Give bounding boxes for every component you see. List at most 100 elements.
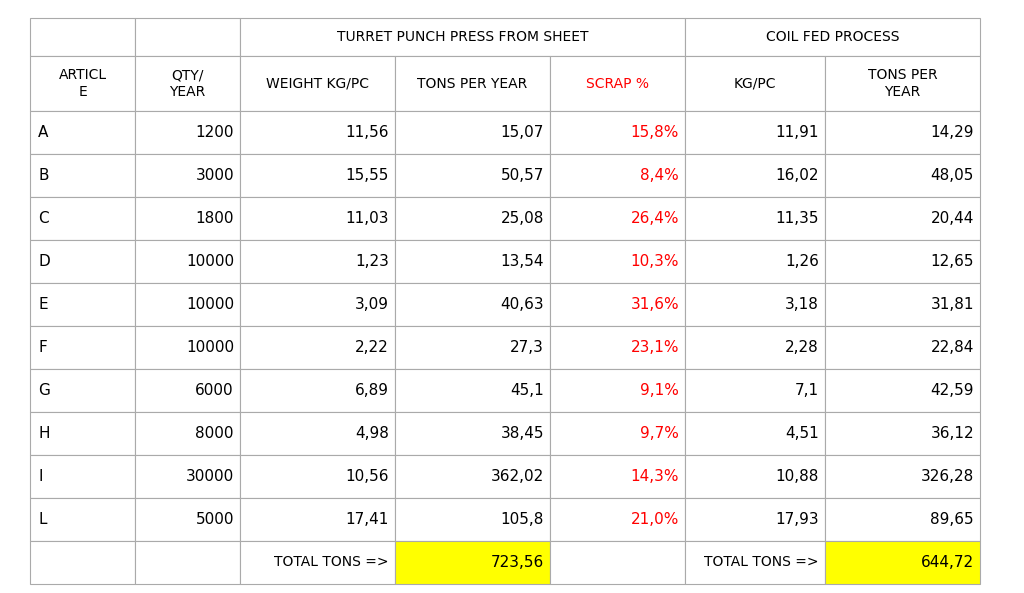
Text: F: F — [38, 340, 47, 355]
Text: 13,54: 13,54 — [501, 254, 544, 269]
Bar — [395, 455, 550, 498]
Bar — [135, 326, 240, 369]
Text: 3,18: 3,18 — [785, 297, 819, 312]
Bar — [30, 18, 135, 56]
Text: G: G — [38, 383, 50, 398]
Bar — [240, 326, 395, 369]
Bar — [685, 498, 825, 541]
Bar — [135, 412, 240, 455]
Text: 10000: 10000 — [186, 340, 234, 355]
Text: 1800: 1800 — [196, 211, 234, 226]
Bar — [240, 18, 685, 56]
Text: COIL FED PROCESS: COIL FED PROCESS — [766, 30, 899, 44]
Bar — [240, 197, 395, 240]
Bar — [395, 541, 550, 584]
Bar — [685, 197, 825, 240]
Text: 10,88: 10,88 — [775, 469, 819, 484]
Text: 9,7%: 9,7% — [640, 426, 679, 441]
Bar — [825, 369, 980, 412]
Text: 26,4%: 26,4% — [631, 211, 679, 226]
Bar — [30, 240, 135, 283]
Text: 27,3: 27,3 — [510, 340, 544, 355]
Bar — [240, 56, 395, 111]
Text: 16,02: 16,02 — [775, 168, 819, 183]
Bar — [135, 240, 240, 283]
Bar — [825, 56, 980, 111]
Bar — [135, 283, 240, 326]
Bar — [685, 154, 825, 197]
Bar — [825, 412, 980, 455]
Bar — [240, 240, 395, 283]
Text: 3,09: 3,09 — [355, 297, 389, 312]
Bar — [825, 498, 980, 541]
Text: E: E — [38, 297, 48, 312]
Bar — [240, 369, 395, 412]
Text: 15,8%: 15,8% — [631, 125, 679, 140]
Text: 21,0%: 21,0% — [631, 512, 679, 527]
Text: D: D — [38, 254, 50, 269]
Text: 7,1: 7,1 — [795, 383, 819, 398]
Bar — [135, 111, 240, 154]
Text: H: H — [38, 426, 49, 441]
Bar — [395, 240, 550, 283]
Text: 1200: 1200 — [196, 125, 234, 140]
Bar — [550, 111, 685, 154]
Bar — [395, 197, 550, 240]
Bar — [135, 18, 240, 56]
Text: 22,84: 22,84 — [931, 340, 974, 355]
Text: 362,02: 362,02 — [490, 469, 544, 484]
Text: 15,07: 15,07 — [501, 125, 544, 140]
Bar — [135, 197, 240, 240]
Bar — [550, 326, 685, 369]
Text: 2,28: 2,28 — [785, 340, 819, 355]
Bar — [550, 412, 685, 455]
Bar — [825, 455, 980, 498]
Text: 11,56: 11,56 — [345, 125, 389, 140]
Text: 8,4%: 8,4% — [640, 168, 679, 183]
Text: 40,63: 40,63 — [501, 297, 544, 312]
Bar — [550, 498, 685, 541]
Text: 3000: 3000 — [196, 168, 234, 183]
Bar — [240, 111, 395, 154]
Text: 89,65: 89,65 — [931, 512, 974, 527]
Bar — [395, 283, 550, 326]
Text: 45,1: 45,1 — [510, 383, 544, 398]
Bar — [550, 369, 685, 412]
Bar — [240, 541, 395, 584]
Text: 105,8: 105,8 — [501, 512, 544, 527]
Bar — [550, 455, 685, 498]
Text: 1,26: 1,26 — [785, 254, 819, 269]
Text: 1,23: 1,23 — [355, 254, 389, 269]
Text: 9,1%: 9,1% — [640, 383, 679, 398]
Text: 4,98: 4,98 — [355, 426, 389, 441]
Bar — [550, 197, 685, 240]
Bar — [395, 498, 550, 541]
Text: QTY/
YEAR: QTY/ YEAR — [169, 68, 206, 98]
Bar — [395, 412, 550, 455]
Bar — [685, 111, 825, 154]
Bar — [30, 111, 135, 154]
Bar — [135, 56, 240, 111]
Text: 6,89: 6,89 — [355, 383, 389, 398]
Text: 20,44: 20,44 — [931, 211, 974, 226]
Text: B: B — [38, 168, 48, 183]
Bar — [135, 498, 240, 541]
Text: 11,03: 11,03 — [345, 211, 389, 226]
Text: 42,59: 42,59 — [931, 383, 974, 398]
Text: TONS PER
YEAR: TONS PER YEAR — [867, 68, 937, 98]
Text: TURRET PUNCH PRESS FROM SHEET: TURRET PUNCH PRESS FROM SHEET — [337, 30, 588, 44]
Bar — [685, 412, 825, 455]
Text: 17,93: 17,93 — [775, 512, 819, 527]
Bar — [825, 541, 980, 584]
Text: 11,91: 11,91 — [775, 125, 819, 140]
Bar — [30, 455, 135, 498]
Bar — [135, 455, 240, 498]
Text: 10,56: 10,56 — [345, 469, 389, 484]
Text: KG/PC: KG/PC — [734, 76, 776, 91]
Bar — [30, 369, 135, 412]
Bar — [240, 412, 395, 455]
Text: A: A — [38, 125, 48, 140]
Bar — [685, 283, 825, 326]
Text: 644,72: 644,72 — [921, 555, 974, 570]
Text: 17,41: 17,41 — [346, 512, 389, 527]
